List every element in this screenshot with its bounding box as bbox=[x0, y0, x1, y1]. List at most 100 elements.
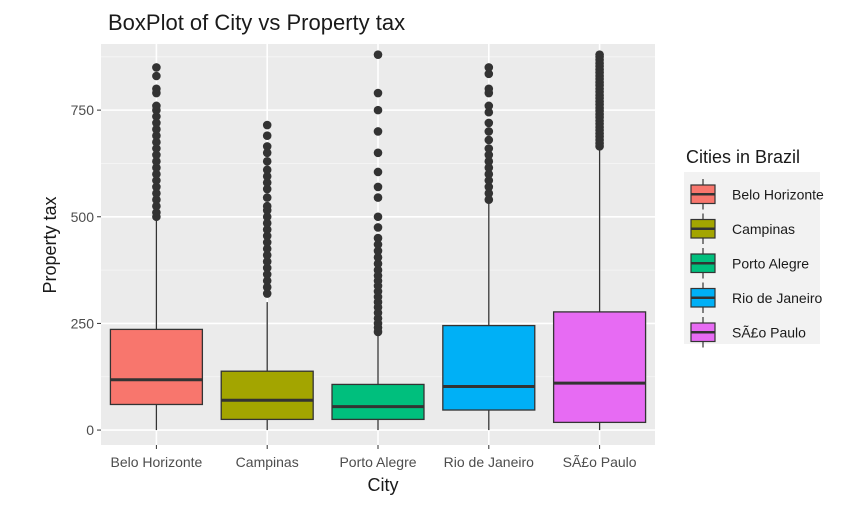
outlier-point bbox=[484, 135, 494, 145]
outlier-point bbox=[484, 150, 494, 160]
outlier-point bbox=[152, 208, 161, 217]
outlier-point bbox=[262, 231, 272, 241]
outlier-point bbox=[262, 289, 272, 298]
outlier-point bbox=[152, 112, 161, 121]
legend-item: Porto Alegre bbox=[690, 248, 809, 279]
legend-item: Belo Horizonte bbox=[690, 179, 824, 210]
y-tick-label: 250 bbox=[71, 315, 95, 331]
outlier-point bbox=[373, 105, 383, 115]
outlier-point bbox=[152, 150, 161, 160]
outlier-point bbox=[484, 107, 494, 117]
x-tick-label: Belo Horizonte bbox=[110, 454, 202, 470]
box-body bbox=[552, 311, 647, 424]
legend-label: Porto Alegre bbox=[732, 255, 809, 271]
legend-items: Belo Horizonte Campinas Porto Alegre Rio de… bbox=[690, 179, 824, 348]
outlier-point bbox=[373, 233, 383, 243]
outlier-point bbox=[484, 101, 494, 111]
outlier-point bbox=[373, 88, 383, 98]
outlier-point bbox=[262, 212, 272, 222]
y-tick-label: 0 bbox=[86, 422, 94, 438]
outlier-point bbox=[484, 157, 494, 166]
outlier-point bbox=[262, 178, 272, 187]
outlier-point bbox=[152, 63, 161, 72]
outlier-point bbox=[373, 127, 383, 136]
outlier-point bbox=[262, 131, 272, 141]
outlier-point bbox=[152, 182, 161, 192]
outlier-point bbox=[262, 270, 272, 279]
outlier-point bbox=[262, 263, 272, 273]
box-3 bbox=[442, 63, 536, 431]
outlier-point bbox=[262, 250, 272, 260]
outlier-point bbox=[373, 240, 383, 249]
outlier-point bbox=[484, 163, 494, 173]
outlier-point bbox=[152, 71, 161, 81]
outlier-point bbox=[262, 244, 272, 254]
box-1 bbox=[220, 120, 314, 431]
x-tick-label: SÃ£o Paulo bbox=[563, 454, 637, 470]
outlier-point bbox=[484, 182, 494, 192]
outlier-point bbox=[373, 50, 383, 59]
outlier-point bbox=[373, 259, 383, 268]
outlier-point bbox=[262, 201, 272, 211]
box-series bbox=[109, 50, 647, 431]
outlier-point bbox=[484, 63, 494, 72]
outlier-point bbox=[373, 252, 383, 262]
outlier-point bbox=[262, 238, 272, 247]
outlier-point bbox=[262, 276, 272, 286]
outlier-point bbox=[152, 176, 161, 185]
outlier-point bbox=[373, 167, 383, 177]
outlier-point bbox=[373, 193, 383, 202]
outlier-point bbox=[373, 148, 383, 158]
outlier-point bbox=[262, 218, 272, 228]
outlier-point bbox=[262, 225, 272, 234]
outlier-point bbox=[152, 169, 161, 179]
outlier-point bbox=[373, 212, 383, 222]
x-axis: Belo Horizonte Campinas Porto Alegre Rio de… bbox=[110, 445, 637, 470]
box-body bbox=[331, 383, 425, 421]
x-tick-label: Porto Alegre bbox=[339, 454, 416, 470]
outlier-point bbox=[152, 137, 161, 147]
outlier-point bbox=[262, 184, 272, 194]
outlier-point bbox=[373, 246, 383, 256]
outlier-point bbox=[262, 282, 272, 292]
outlier-point bbox=[152, 201, 161, 211]
outlier-point bbox=[484, 84, 494, 94]
outlier-point bbox=[152, 125, 161, 134]
outlier-point bbox=[373, 182, 383, 192]
outlier-point bbox=[152, 195, 161, 205]
outlier-point bbox=[595, 50, 604, 59]
outlier-point bbox=[373, 265, 383, 275]
outlier-point bbox=[484, 127, 494, 136]
outlier-point bbox=[373, 223, 383, 232]
legend-item: Rio de Janeiro bbox=[690, 282, 822, 313]
y-tick-label: 750 bbox=[71, 102, 95, 118]
outlier-point bbox=[152, 157, 161, 166]
outlier-point bbox=[262, 193, 272, 202]
outlier-point bbox=[262, 157, 272, 166]
outlier-point bbox=[262, 171, 272, 181]
chart-title: BoxPlot of City vs Property tax bbox=[108, 10, 405, 35]
x-tick-label: Rio de Janeiro bbox=[444, 454, 534, 470]
outlier-point bbox=[262, 148, 272, 158]
outlier-point bbox=[152, 163, 161, 173]
legend-label: SÃ£o Paulo bbox=[732, 324, 806, 340]
outlier-point bbox=[484, 118, 494, 128]
box-2 bbox=[331, 50, 425, 431]
outlier-point bbox=[484, 195, 494, 205]
outlier-point bbox=[152, 101, 161, 111]
outlier-point bbox=[484, 169, 494, 179]
box-body bbox=[109, 328, 204, 406]
y-tick-label: 500 bbox=[71, 209, 95, 225]
legend-label: Rio de Janeiro bbox=[732, 290, 822, 306]
legend-item: Campinas bbox=[690, 213, 795, 244]
outlier-point bbox=[262, 257, 272, 266]
outlier-point bbox=[152, 118, 161, 128]
x-axis-title: City bbox=[368, 475, 399, 495]
outlier-point bbox=[152, 189, 161, 198]
outlier-point bbox=[484, 189, 494, 198]
outlier-point bbox=[152, 131, 161, 141]
x-tick-label: Campinas bbox=[236, 454, 299, 470]
legend: Cities in Brazil Belo Horizonte Campinas P… bbox=[684, 147, 824, 348]
outlier-point bbox=[484, 176, 494, 185]
